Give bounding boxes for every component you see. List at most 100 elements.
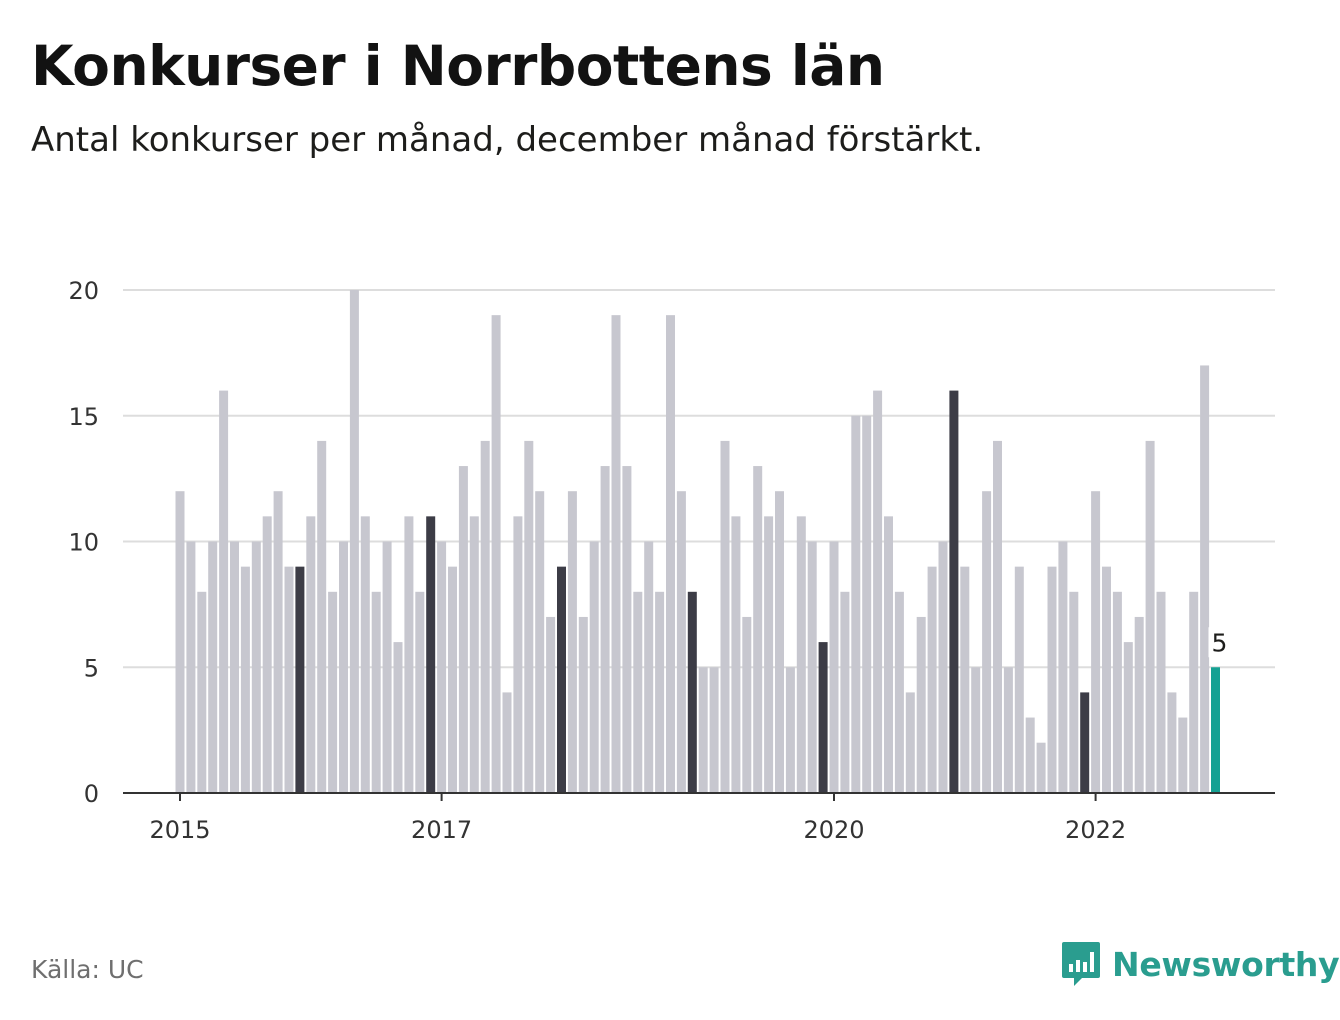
- bar: [905, 692, 915, 793]
- bar: [349, 290, 359, 793]
- bar: [339, 541, 348, 793]
- bar: [360, 516, 370, 793]
- bar: [404, 516, 414, 793]
- bar: [676, 491, 686, 793]
- bar: [982, 491, 992, 793]
- x-tick-label: 2017: [411, 816, 472, 844]
- bar: [753, 466, 763, 793]
- bar: [1123, 642, 1133, 793]
- bar: [240, 566, 250, 793]
- x-tick-label: 2020: [803, 816, 864, 844]
- data-label-halo: [1208, 627, 1231, 658]
- bar: [611, 315, 621, 793]
- bar: [742, 616, 752, 793]
- bar-chart-speech-bubble-icon: [1062, 942, 1100, 986]
- bar: [186, 541, 196, 793]
- bar: [731, 516, 741, 793]
- bar: [491, 315, 501, 793]
- bar: [251, 541, 261, 793]
- bar: [1014, 566, 1024, 793]
- bar: [1047, 566, 1057, 793]
- bar: [993, 440, 1002, 793]
- bar: [1069, 591, 1079, 793]
- bar: [1091, 491, 1101, 793]
- bar: [1134, 616, 1144, 793]
- x-tick-label: 2015: [149, 816, 210, 844]
- bar: [894, 591, 904, 793]
- bar: [840, 591, 850, 793]
- bar: [884, 516, 893, 793]
- bar: [1145, 440, 1155, 793]
- bar: [1003, 667, 1013, 793]
- bar-december: [426, 516, 436, 793]
- bar: [796, 516, 806, 793]
- bar: [589, 541, 599, 793]
- brand-logo[interactable]: Newsworthy: [1060, 940, 1340, 988]
- bar: [371, 591, 381, 793]
- bar: [764, 516, 774, 793]
- y-tick-label: 15: [68, 403, 99, 431]
- bar: [916, 616, 926, 793]
- bar: [938, 541, 948, 793]
- bar: [382, 541, 392, 793]
- bar: [469, 516, 479, 793]
- bar: [775, 491, 784, 793]
- bar: [448, 566, 457, 793]
- bar-december: [557, 566, 566, 793]
- bar: [328, 591, 338, 793]
- bar: [600, 466, 610, 793]
- bar: [524, 440, 534, 793]
- bar: [644, 541, 654, 793]
- bar-december: [687, 591, 697, 793]
- y-tick-label: 20: [68, 277, 99, 305]
- y-tick-label: 10: [68, 529, 99, 557]
- bar: [960, 566, 970, 793]
- bar: [393, 642, 403, 793]
- bar: [284, 566, 294, 793]
- bar: [785, 667, 795, 793]
- bar: [807, 541, 817, 793]
- bar: [666, 315, 675, 793]
- chart-subtitle: Antal konkurser per månad, december måna…: [31, 120, 984, 160]
- bar: [535, 491, 545, 793]
- bar: [502, 692, 512, 793]
- bar: [175, 491, 185, 793]
- bar: [415, 591, 425, 793]
- bar: [829, 541, 839, 793]
- bar: [1025, 717, 1035, 793]
- bar: [720, 440, 730, 793]
- bar: [971, 667, 981, 793]
- latest-value-label: 5: [1212, 628, 1228, 657]
- bar: [1189, 591, 1199, 793]
- x-axis-ticks: 2015 2017 2020 2022: [149, 793, 1126, 844]
- bar: [458, 466, 468, 793]
- bar: [567, 491, 577, 793]
- bar: [1102, 566, 1111, 793]
- bar: [709, 667, 719, 793]
- bar: [1178, 717, 1188, 793]
- bar: [633, 591, 643, 793]
- bar-latest: [1211, 667, 1220, 793]
- bar: [219, 390, 229, 793]
- bar: [1156, 591, 1166, 793]
- bar: [873, 390, 883, 793]
- bar: [262, 516, 272, 793]
- y-axis-ticks: 0 5 10 15 20: [68, 277, 99, 808]
- bar: [698, 667, 708, 793]
- bar: [273, 491, 283, 793]
- bar: [862, 415, 872, 793]
- bar: [1167, 692, 1177, 793]
- y-tick-label: 0: [84, 780, 99, 808]
- source-note: Källa: UC: [31, 955, 144, 984]
- bar: [1058, 541, 1068, 793]
- bar: [1036, 742, 1046, 793]
- bar: [655, 591, 665, 793]
- chart-title: Konkurser i Norrbottens län: [31, 34, 885, 98]
- bar: [1112, 591, 1122, 793]
- bar-december: [949, 390, 959, 793]
- bar: [208, 541, 218, 793]
- bar: [230, 541, 239, 793]
- bar: [851, 415, 861, 793]
- bar: [513, 516, 523, 793]
